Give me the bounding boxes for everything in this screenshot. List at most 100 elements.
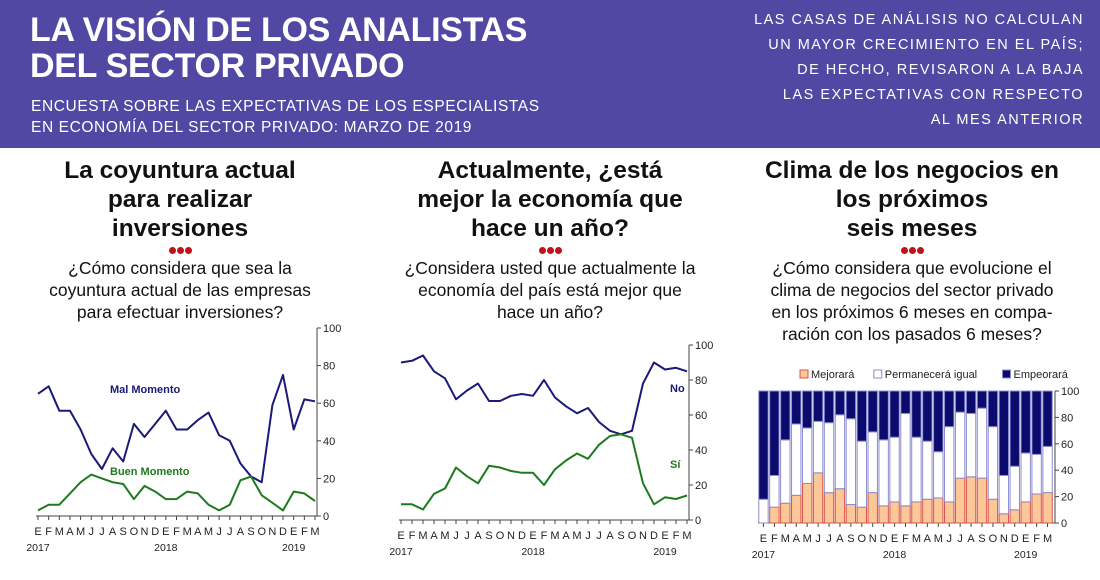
x-tick-label: D: [151, 526, 159, 538]
question-line: economía del país está mejor que: [418, 280, 682, 300]
x-tick-label: A: [606, 530, 614, 542]
x-tick-label: F: [45, 526, 52, 538]
bar-segment: [987, 426, 999, 500]
bar-segment: [998, 474, 1010, 515]
x-tick-label: E: [162, 526, 169, 538]
page-title: LA VISIÓN DE LOS ANALISTAS DEL SECTOR PR…: [30, 12, 527, 84]
x-tick-label: S: [978, 533, 985, 545]
heading-line: mejor la economía que: [417, 186, 683, 213]
x-tick-label: J: [216, 526, 222, 538]
survey-question: ¿Cómo considera que evolucione el clima …: [732, 257, 1092, 345]
question-line: para efectuar inversiones?: [76, 302, 284, 322]
x-tick-label: O: [496, 530, 505, 542]
legend-swatch: [873, 369, 883, 379]
y-tick-label: 20: [1061, 492, 1073, 504]
bar-segment: [998, 390, 1010, 476]
x-tick-label: D: [880, 533, 888, 545]
x-tick-label: J: [815, 533, 821, 545]
series-line-1: [37, 473, 316, 512]
heading-line: La coyuntura actual: [64, 157, 296, 184]
x-tick-label: O: [858, 533, 867, 545]
x-tick-label: F: [409, 530, 416, 542]
x-tick-label: J: [99, 526, 105, 538]
y-tick-label: 20: [695, 480, 707, 492]
question-line: ¿Considera usted que actualmente la: [404, 258, 696, 278]
x-tick-label: M: [204, 526, 213, 538]
bar-segment: [823, 492, 835, 524]
bar-segment: [878, 505, 889, 524]
x-tick-label: S: [120, 526, 127, 538]
x-tick-label: S: [847, 533, 854, 545]
series-line-1: [401, 433, 688, 511]
x-tick-label: F: [673, 530, 680, 542]
bar-segment: [856, 440, 867, 508]
bar-segment: [1031, 493, 1042, 524]
bar-segment: [889, 501, 900, 524]
section-business-climate: Clima de los negocios en los próximos se…: [732, 150, 1092, 345]
bar-segment: [780, 502, 791, 524]
x-tick-label: O: [130, 526, 139, 538]
x-tick-label: F: [902, 533, 909, 545]
legend-label: Mejorará: [811, 369, 855, 381]
bar-segment: [845, 418, 857, 506]
bar-segment: [922, 440, 933, 500]
series-label: Sí: [670, 459, 681, 471]
x-tick-label: N: [507, 530, 515, 542]
note-line: LAS CASAS DE ANÁLISIS NO CALCULAN: [754, 12, 1084, 28]
x-tick-label: D: [650, 530, 658, 542]
x-tick-label: F: [1033, 533, 1040, 545]
bar-segment: [769, 474, 780, 508]
heading-line: seis meses: [846, 215, 978, 242]
x-year-label: 2019: [1014, 549, 1038, 561]
bar-segment: [812, 472, 824, 524]
question-line: ¿Cómo considera que sea la: [68, 258, 292, 278]
bar-segment: [769, 390, 780, 476]
bar-segment: [780, 439, 791, 504]
bar-segment: [801, 390, 813, 429]
y-tick-label: 40: [1061, 465, 1073, 477]
x-tick-label: E: [891, 533, 898, 545]
header-banner: LA VISIÓN DE LOS ANALISTAS DEL SECTOR PR…: [0, 0, 1100, 148]
page-subtitle: ENCUESTA SOBRE LAS EXPECTATIVAS DE LOS E…: [31, 96, 540, 138]
x-tick-label: M: [418, 530, 427, 542]
x-tick-label: M: [76, 526, 85, 538]
survey-question: ¿Considera usted que actualmente la econ…: [370, 257, 730, 323]
title-line: DEL SECTOR PRIVADO: [30, 47, 405, 85]
x-tick-label: M: [682, 530, 691, 542]
bar-segment: [845, 390, 857, 420]
bar-segment: [1042, 492, 1053, 524]
section-investment: La coyuntura actual para realizar invers…: [0, 150, 360, 323]
heading-line: para realizar: [107, 186, 253, 213]
y-tick-label: 60: [323, 398, 335, 410]
title-line: LA VISIÓN DE LOS ANALISTAS: [30, 11, 528, 49]
section-economy: Actualmente, ¿está mejor la economía que…: [370, 150, 730, 323]
bar-segment: [1031, 453, 1042, 495]
bar-segment: [823, 422, 835, 494]
x-tick-label: A: [237, 526, 245, 538]
x-tick-label: F: [301, 526, 308, 538]
bar-segment: [922, 498, 933, 524]
bar-segment: [944, 501, 955, 524]
question-line: coyuntura actual de las empresas: [49, 280, 311, 300]
bar-segment: [976, 390, 988, 409]
note-line: LAS EXPECTATIVAS CON RESPECTO: [782, 87, 1084, 103]
x-tick-label: J: [89, 526, 95, 538]
y-tick-label: 100: [1061, 386, 1079, 398]
survey-question: ¿Cómo considera que sea la coyuntura act…: [0, 257, 360, 323]
separator-dots: [732, 247, 1092, 254]
x-year-label: 2018: [883, 549, 907, 561]
question-line: hace un año?: [496, 302, 604, 322]
bar-segment: [944, 426, 955, 503]
bar-segment: [878, 390, 889, 441]
x-tick-label: F: [771, 533, 778, 545]
x-tick-label: J: [227, 526, 233, 538]
bar-segment: [965, 412, 977, 478]
bar-segment: [965, 390, 977, 414]
heading-line: Clima de los negocios en: [764, 157, 1060, 184]
bar-segment: [933, 497, 944, 524]
x-tick-label: J: [826, 533, 832, 545]
x-tick-label: M: [310, 526, 319, 538]
x-year-label: 2017: [752, 549, 776, 561]
bar-segment: [965, 476, 977, 524]
